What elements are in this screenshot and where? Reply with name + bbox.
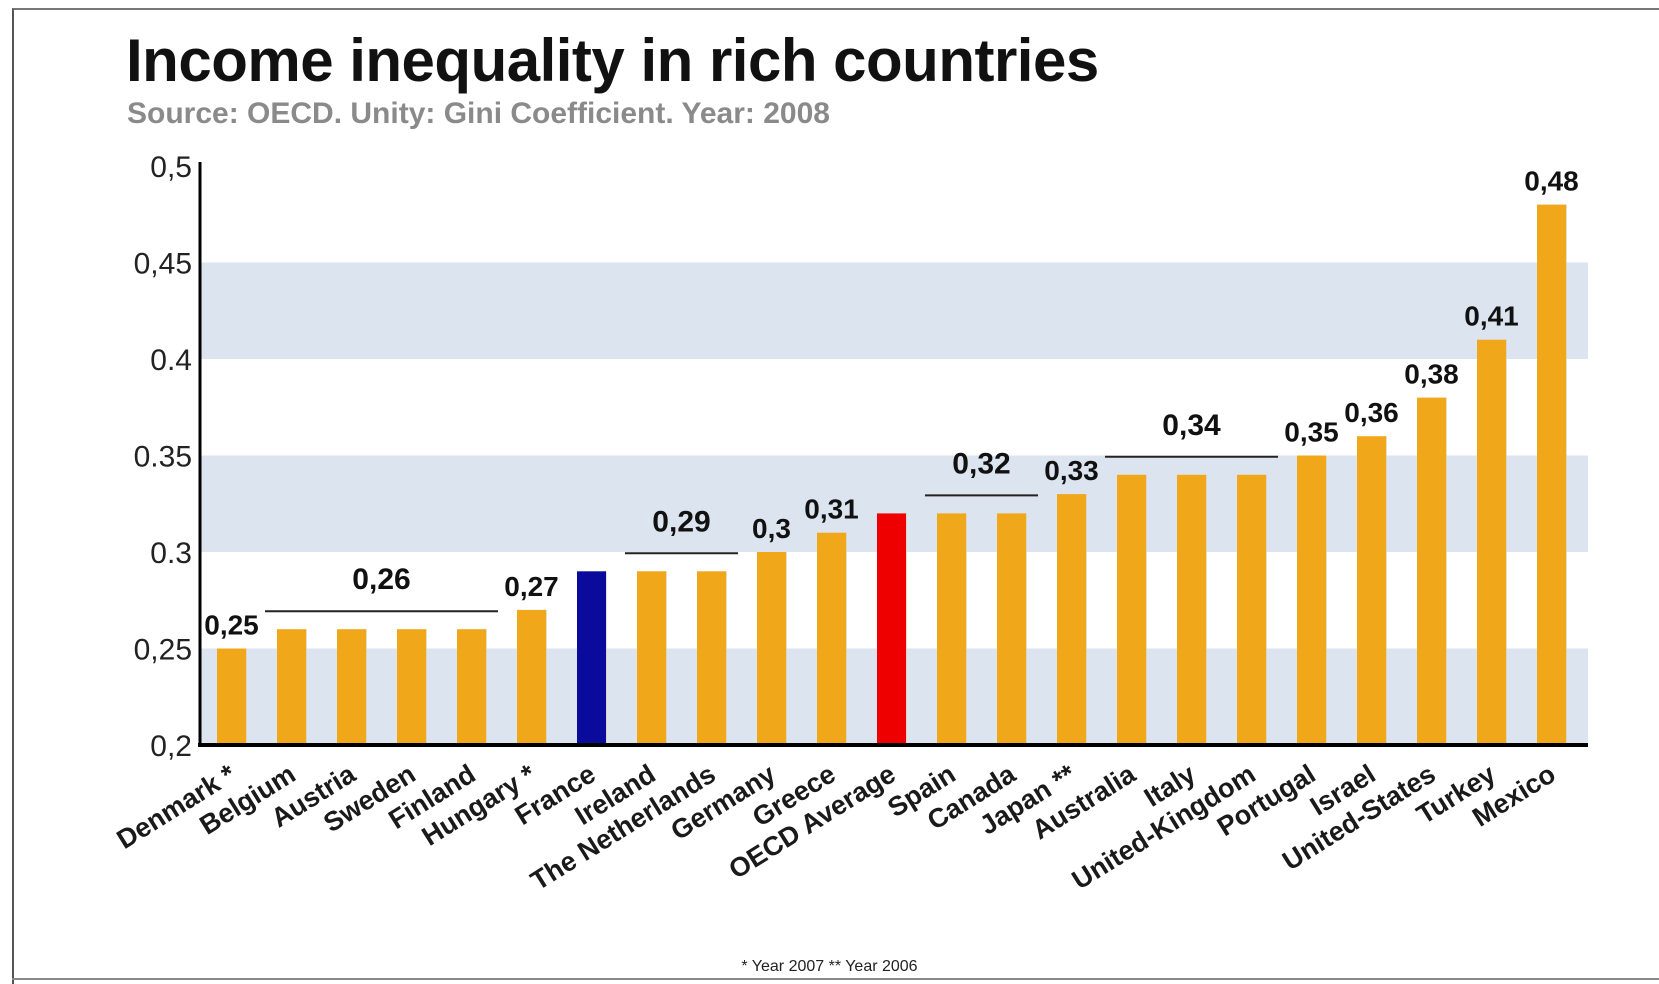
bar: [517, 609, 546, 745]
bar: [577, 571, 606, 745]
bottom-divider: [12, 978, 1659, 980]
y-tick-labels: 0,2 0,25 0.3 0.35 0.4 0,45 0,5: [134, 151, 192, 763]
bar: [1117, 474, 1146, 745]
y-tick-label: 0.4: [150, 344, 192, 377]
data-label: 0,3: [752, 513, 791, 544]
axes: [198, 162, 1588, 747]
bar: [1177, 474, 1206, 745]
data-label: 0,34: [1162, 409, 1221, 442]
y-tick-label: 0,2: [150, 730, 192, 763]
bar: [337, 629, 366, 745]
data-label: 0,29: [652, 505, 710, 538]
bar: [277, 629, 306, 745]
bar: [1057, 494, 1086, 745]
bar: [1357, 436, 1386, 745]
data-labels: 0,250,26 0,270,29 0,30,310,32 0,330,34 0,350…: [204, 166, 1579, 641]
bar: [217, 648, 246, 745]
bar: [1237, 474, 1266, 745]
grid-band: [200, 262, 1588, 359]
bar: [697, 571, 726, 745]
bar: [937, 513, 966, 745]
data-label: 0,32: [952, 447, 1010, 480]
bar: [1477, 339, 1506, 745]
data-label: 0,33: [1044, 455, 1099, 486]
bar: [397, 629, 426, 745]
data-label: 0,25: [204, 610, 259, 641]
chart-frame: [12, 8, 1659, 984]
data-label: 0,38: [1404, 359, 1459, 390]
data-label: 0,36: [1344, 397, 1399, 428]
data-label: 0,41: [1464, 301, 1519, 332]
chart-subtitle: Source: OECD. Unity: Gini Coefficient. Y…: [127, 97, 830, 130]
data-label: 0,27: [504, 571, 559, 602]
y-tick-label: 0,45: [134, 248, 192, 281]
footnote: * Year 2007 ** Year 2006: [741, 958, 918, 975]
data-label: 0,26: [352, 563, 410, 596]
data-label: 0,31: [804, 494, 859, 525]
data-label: 0,35: [1284, 417, 1339, 448]
x-tick-labels: Denmark *BelgiumAustriaSwedenFinlandHung…: [112, 758, 1561, 896]
y-tick-label: 0.35: [134, 441, 192, 474]
data-label: 0,48: [1524, 166, 1579, 197]
bar: [757, 552, 786, 745]
chart-title: Income inequality in rich countries: [126, 27, 1099, 94]
bar-group: [217, 204, 1567, 746]
bar: [1297, 455, 1326, 745]
bar: [1417, 397, 1446, 745]
bar: [1537, 204, 1566, 746]
bar: [997, 513, 1026, 745]
bar: [637, 571, 666, 745]
bar: [877, 513, 906, 745]
y-tick-label: 0,5: [150, 151, 192, 184]
bar: [817, 532, 846, 745]
bar: [457, 629, 486, 745]
y-tick-label: 0.3: [150, 537, 192, 570]
y-tick-label: 0,25: [134, 634, 192, 667]
data-label-brackets: [265, 455, 1278, 613]
